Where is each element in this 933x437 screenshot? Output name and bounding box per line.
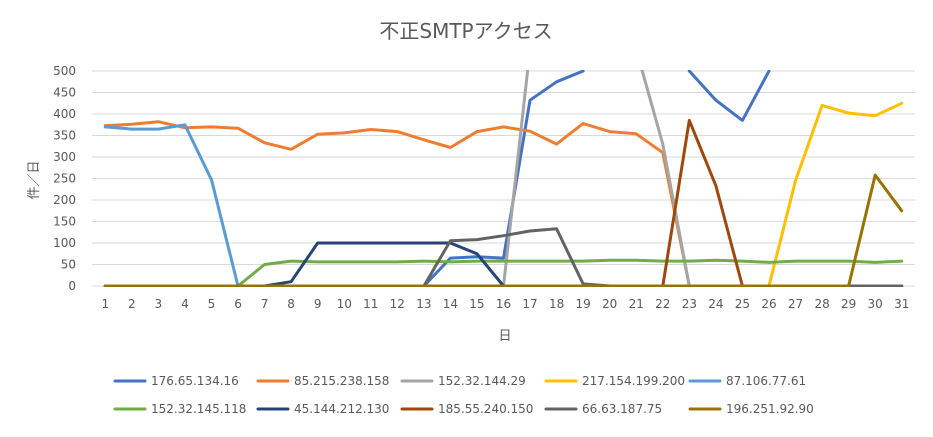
legend-entry: 152.32.144.29 [400, 374, 526, 388]
grid-lines [92, 70, 915, 287]
x-tick-label: 16 [496, 297, 511, 311]
y-tick-label: 400 [53, 107, 76, 121]
x-tick-label: 31 [894, 297, 909, 311]
legend-label: 185.55.240.150 [438, 402, 533, 416]
series-lines [103, 70, 904, 287]
chart-title: 不正SMTPアクセス [379, 19, 552, 43]
x-tick-label: 27 [788, 297, 803, 311]
y-tick-label: 100 [53, 236, 76, 250]
legend-entry: 176.65.134.16 [113, 374, 239, 388]
legend-entry: 66.63.187.75 [544, 402, 662, 416]
y-tick-label: 150 [53, 215, 76, 229]
x-tick-label: 10 [337, 297, 352, 311]
legend-entry: 87.106.77.61 [688, 374, 806, 388]
legend-label: 152.32.145.118 [151, 402, 246, 416]
x-tick-label: 6 [234, 297, 242, 311]
legend-entry: 85.215.238.158 [256, 374, 389, 388]
x-tick-label: 12 [390, 297, 405, 311]
y-tick-label: 500 [53, 64, 76, 78]
y-tick-label: 450 [53, 86, 76, 100]
x-tick-label: 4 [181, 297, 189, 311]
legend-label: 45.144.212.130 [294, 402, 389, 416]
x-tick-label: 1 [101, 297, 109, 311]
x-tick-label: 5 [208, 297, 216, 311]
legend-label: 87.106.77.61 [726, 374, 806, 388]
x-tick-label: 23 [682, 297, 697, 311]
x-tick-label: 26 [761, 297, 776, 311]
y-tick-labels: 0 50 100 150 200 250 300 350 400 450 500 [53, 64, 76, 293]
x-tick-label: 17 [522, 297, 537, 311]
y-tick-label: 0 [68, 279, 76, 293]
legend-entry: 217.154.199.200 [544, 374, 685, 388]
x-tick-label: 29 [841, 297, 856, 311]
x-tick-label: 18 [549, 297, 564, 311]
y-tick-label: 50 [61, 258, 76, 272]
x-tick-label: 2 [128, 297, 136, 311]
x-axis-label: 日 [498, 329, 511, 344]
y-tick-label: 300 [53, 150, 76, 164]
x-tick-label: 9 [314, 297, 322, 311]
x-tick-label: 19 [576, 297, 591, 311]
legend-entry: 196.251.92.90 [688, 402, 814, 416]
legend-entry: 152.32.145.118 [113, 402, 246, 416]
x-tick-label: 20 [602, 297, 617, 311]
x-tick-label: 30 [868, 297, 883, 311]
legend-label: 66.63.187.75 [582, 402, 662, 416]
legend-entry: 185.55.240.150 [400, 402, 533, 416]
x-tick-label: 14 [443, 297, 458, 311]
series-line-9 [103, 173, 904, 287]
x-tick-label: 28 [814, 297, 829, 311]
legend-label: 152.32.144.29 [438, 374, 526, 388]
x-tick-label: 22 [655, 297, 670, 311]
y-tick-label: 350 [53, 129, 76, 143]
y-tick-label: 200 [53, 193, 76, 207]
x-tick-label: 7 [261, 297, 269, 311]
legend-label: 217.154.199.200 [582, 374, 685, 388]
x-tick-label: 24 [708, 297, 723, 311]
legend-label: 85.215.238.158 [294, 374, 389, 388]
legend-entry: 45.144.212.130 [256, 402, 389, 416]
x-tick-label: 15 [469, 297, 484, 311]
legend-label: 196.251.92.90 [726, 402, 814, 416]
x-tick-label: 21 [629, 297, 644, 311]
x-tick-label: 8 [287, 297, 295, 311]
x-tick-label: 13 [416, 297, 431, 311]
legend-label: 176.65.134.16 [151, 374, 239, 388]
y-axis-label: 件／日 [27, 160, 42, 199]
series-line-4 [103, 123, 240, 287]
x-tick-labels: 1 2 3 4 5 6 7 8 9 10 11 12 13 14 15 16 17 18 19 20 21 22 23 24 2… [101, 297, 909, 311]
x-tick-label: 11 [363, 297, 378, 311]
legend: 176.65.134.16 85.215.238.158 152.32.144.29… [113, 374, 814, 416]
series-line-1 [103, 120, 691, 287]
x-tick-label: 25 [735, 297, 750, 311]
y-tick-label: 250 [53, 172, 76, 186]
x-tick-label: 3 [155, 297, 163, 311]
